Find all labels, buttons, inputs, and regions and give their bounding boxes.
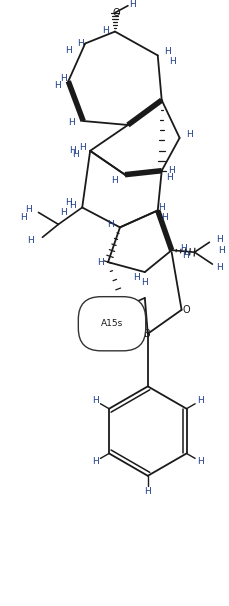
Text: H: H <box>166 173 172 182</box>
Text: H: H <box>164 47 170 56</box>
Text: H: H <box>158 203 164 212</box>
Text: H: H <box>54 81 60 90</box>
Text: H: H <box>179 244 186 253</box>
Text: H: H <box>79 144 85 152</box>
Text: H: H <box>101 26 108 35</box>
Text: H: H <box>129 0 136 9</box>
Text: H: H <box>141 278 147 287</box>
Text: H: H <box>65 46 71 55</box>
Text: O: O <box>112 8 119 18</box>
Text: H: H <box>68 119 74 127</box>
Text: H: H <box>96 312 103 321</box>
Text: H: H <box>181 251 188 260</box>
Text: H: H <box>196 396 203 405</box>
Text: A15s: A15s <box>101 319 123 328</box>
Text: H: H <box>76 39 83 48</box>
Text: H: H <box>169 57 175 66</box>
Text: H: H <box>168 166 174 175</box>
Text: H: H <box>60 74 66 83</box>
Text: H: H <box>215 235 222 244</box>
Text: H: H <box>71 150 78 159</box>
Text: H: H <box>60 208 66 217</box>
Text: H: H <box>111 176 118 185</box>
Text: H: H <box>25 205 32 214</box>
Text: H: H <box>161 213 167 222</box>
Text: H: H <box>65 198 71 207</box>
Text: H: H <box>217 245 224 255</box>
Text: O: O <box>182 305 190 315</box>
Text: H: H <box>20 213 27 222</box>
Text: H: H <box>215 262 222 271</box>
Text: B: B <box>144 328 150 339</box>
Text: H: H <box>69 146 75 155</box>
Text: H: H <box>92 396 98 405</box>
Text: H: H <box>196 457 203 466</box>
Text: H: H <box>69 201 75 210</box>
Text: H: H <box>185 130 192 139</box>
Text: H: H <box>27 236 34 245</box>
Text: H: H <box>133 273 140 282</box>
Text: H: H <box>144 487 150 496</box>
Text: H: H <box>96 258 103 267</box>
Text: H: H <box>92 457 98 466</box>
Text: H: H <box>106 220 113 229</box>
